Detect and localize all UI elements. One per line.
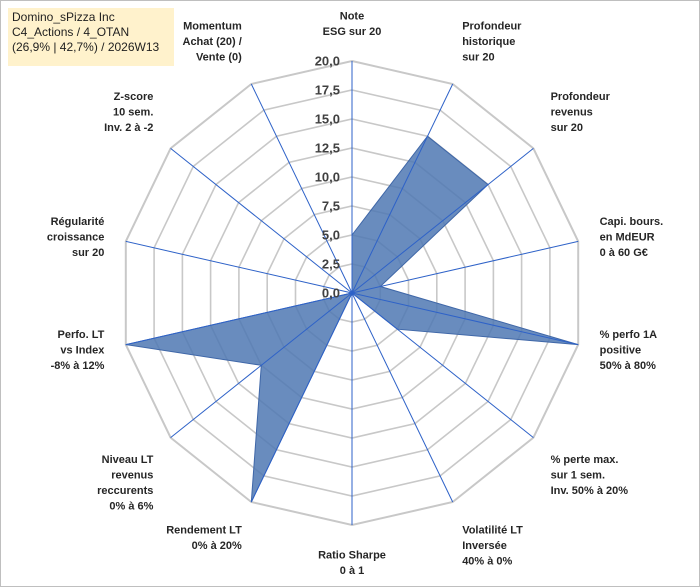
axis-spoke-9 (170, 292, 353, 438)
category-label-line: croissance (47, 231, 104, 243)
tick-label-5: 12,5 (315, 141, 340, 156)
tick-label-2: 5,0 (322, 228, 340, 243)
axis-spoke-13 (250, 83, 353, 294)
category-label-line: en MdEUR (600, 231, 655, 243)
axis-spoke-8 (250, 292, 353, 503)
tick-label-1: 2,5 (322, 257, 340, 272)
category-label-line: Ratio Sharpe (318, 550, 386, 562)
radar-axes (125, 61, 579, 525)
category-label-line: Achat (20) / (183, 36, 242, 48)
category-label-line: 0 à 1 (340, 565, 364, 577)
category-label-line: % perfo 1A (600, 329, 658, 341)
category-label-3: Capi. bours. en MdEUR 0 à 60 G€ (600, 216, 664, 259)
category-label-line: 40% à 0% (462, 556, 512, 568)
category-label-line: historique (462, 36, 515, 48)
category-label-0: Note ESG sur 20 (323, 11, 382, 38)
category-label-line: 0 à 60 G€ (600, 247, 648, 259)
category-label-line: 0% à 6% (109, 501, 153, 513)
category-label-4: % perfo 1A positive 50% à 80% (600, 329, 658, 372)
axis-spoke-10 (125, 292, 353, 346)
category-label-line: vs Index (60, 344, 105, 356)
category-label-line: Inv. 2 à -2 (104, 122, 153, 134)
category-label-line: -8% à 12% (51, 360, 105, 372)
category-label-line: sur 20 (551, 122, 583, 134)
category-label-line: revenus (551, 106, 593, 118)
axis-spoke-12 (170, 148, 353, 294)
category-label-line: ESG sur 20 (323, 26, 382, 38)
category-label-13: Momentum Achat (20) / Vente (0) (183, 20, 243, 63)
category-label-line: reccurents (97, 485, 153, 497)
category-label-line: Régularité (51, 216, 105, 228)
category-label-line: Momentum (183, 20, 242, 32)
chart-title-box: Domino_sPizza Inc C4_Actions / 4_OTAN (2… (8, 8, 174, 66)
axis-spoke-2 (351, 148, 534, 294)
category-label-11: Régularité croissance sur 20 (47, 216, 104, 259)
category-label-6: Volatilité LT Inversée 40% à 0% (462, 525, 523, 568)
axis-spoke-3 (351, 240, 579, 294)
category-label-line: 10 sem. (113, 106, 153, 118)
category-label-12: Z-score 10 sem. Inv. 2 à -2 (104, 91, 153, 134)
category-label-line: Rendement LT (166, 525, 242, 537)
category-label-1: Profondeur historique sur 20 (462, 20, 522, 63)
axis-spoke-6 (351, 292, 454, 503)
category-label-line: Inv. 50% à 20% (551, 485, 629, 497)
category-label-line: % perte max. (551, 454, 619, 466)
category-label-line: Note (340, 11, 364, 23)
category-label-line: Inversée (462, 540, 507, 552)
tick-label-6: 15,0 (315, 112, 340, 127)
tick-label-3: 7,5 (322, 199, 340, 214)
category-label-line: Profondeur (551, 91, 611, 103)
category-label-line: 0% à 20% (192, 540, 242, 552)
title-line-stats: (26,9% | 42,7%) / 2026W13 (12, 40, 160, 54)
radar-tick-labels: 0,0 2,5 5,0 7,5 10,0 12,5 15,0 17,5 20,0 (315, 54, 340, 301)
tick-label-4: 10,0 (315, 170, 340, 185)
category-label-line: sur 20 (462, 51, 494, 63)
category-label-line: Volatilité LT (462, 525, 523, 537)
category-label-7: Ratio Sharpe 0 à 1 (318, 550, 386, 578)
category-label-line: Profondeur (462, 20, 522, 32)
axis-spoke-4 (351, 292, 579, 346)
category-label-8: Rendement LT 0% à 20% (166, 525, 242, 553)
category-label-line: Niveau LT (102, 454, 154, 466)
category-label-line: Vente (0) (196, 51, 242, 63)
category-label-line: sur 20 (72, 247, 104, 259)
category-label-2: Profondeur revenus sur 20 (551, 91, 611, 134)
axis-spoke-5 (351, 292, 534, 438)
category-label-line: revenus (111, 470, 153, 482)
category-label-5: % perte max. sur 1 sem. Inv. 50% à 20% (551, 454, 629, 497)
category-label-line: Z-score (114, 91, 154, 103)
tick-label-8: 20,0 (315, 54, 340, 69)
tick-label-7: 17,5 (315, 83, 340, 98)
axis-spoke-1 (351, 83, 454, 294)
title-line-company: Domino_sPizza Inc (12, 10, 115, 24)
tick-label-0: 0,0 (322, 286, 340, 301)
category-label-line: Perfo. LT (58, 329, 105, 341)
category-label-line: sur 1 sem. (551, 470, 605, 482)
radar-category-labels: Note ESG sur 20 Profondeur historique sur 20… (47, 11, 664, 578)
category-label-9: Niveau LT revenus reccurents 0% à 6% (97, 454, 154, 513)
category-label-line: Capi. bours. (600, 216, 664, 228)
axis-spoke-11 (125, 240, 353, 294)
category-label-10: Perfo. LT vs Index -8% à 12% (51, 329, 106, 372)
title-line-category: C4_Actions / 4_OTAN (12, 25, 130, 39)
category-label-line: 50% à 80% (600, 360, 656, 372)
category-label-line: positive (600, 344, 642, 356)
